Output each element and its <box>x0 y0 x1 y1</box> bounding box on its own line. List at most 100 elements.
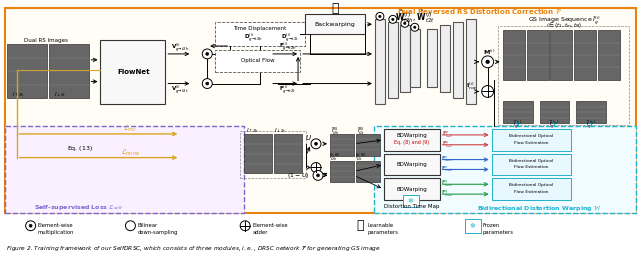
Bar <box>215 50 300 72</box>
Text: Bidirectional Optical: Bidirectional Optical <box>509 159 554 163</box>
Bar <box>403 195 419 207</box>
Circle shape <box>314 142 317 145</box>
Circle shape <box>486 60 490 64</box>
Circle shape <box>389 15 397 23</box>
Circle shape <box>240 221 250 231</box>
Text: $\mathbf{F}^p_{t\!\to\! e}$: $\mathbf{F}^p_{t\!\to\! e}$ <box>442 130 454 140</box>
Text: FlowNet: FlowNet <box>117 69 150 75</box>
Text: $I_{\uparrow 2h}$: $I_{\uparrow 2h}$ <box>246 127 259 135</box>
Bar <box>577 101 606 123</box>
Text: Figure 2. Training framework of our SelfDRSC, which consists of three modules, $: Figure 2. Training framework of our Self… <box>6 244 381 253</box>
Bar <box>375 19 385 104</box>
Text: GS Image Sequence $\hat{I}^{(i)}_{g}$: GS Image Sequence $\hat{I}^{(i)}_{g}$ <box>528 14 601 27</box>
Bar <box>384 178 440 200</box>
Text: Dual RS Images: Dual RS Images <box>24 38 68 43</box>
Text: $\hat{I}^{n,RS}_{t2t}$: $\hat{I}^{n,RS}_{t2t}$ <box>355 152 367 163</box>
Circle shape <box>482 86 493 97</box>
Bar <box>374 126 636 213</box>
Bar <box>330 134 354 156</box>
Text: $\mathbf{D}^{(i)}_{g\!\to\! t2t}$: $\mathbf{D}^{(i)}_{g\!\to\! t2t}$ <box>281 32 299 44</box>
Text: 🔥: 🔥 <box>356 219 364 232</box>
Bar <box>244 134 272 173</box>
Text: $\hat{I}^{(t_M)}_{g}$: $\hat{I}^{(t_M)}_{g}$ <box>586 119 596 131</box>
Bar <box>550 30 572 80</box>
Text: Learnable: Learnable <box>368 223 394 228</box>
Bar <box>502 30 525 80</box>
Bar <box>49 44 88 98</box>
Text: $\hat{I}^{(t_1)}_{g}$: $\hat{I}^{(t_1)}_{g}$ <box>513 119 522 131</box>
Text: $I_{\uparrow 2h}$: $I_{\uparrow 2h}$ <box>12 90 25 99</box>
Circle shape <box>317 174 319 177</box>
Text: Dual Reversed RS Distortion Correction $\mathcal{F}$: Dual Reversed RS Distortion Correction $… <box>397 7 562 16</box>
Bar <box>440 25 450 92</box>
Text: ❄: ❄ <box>470 223 476 229</box>
Circle shape <box>125 221 136 231</box>
Text: $\mathbf{F}^n_{t\!\to\! m}$: $\mathbf{F}^n_{t\!\to\! m}$ <box>442 155 454 164</box>
Circle shape <box>392 18 394 21</box>
Text: Bidirectional Optical: Bidirectional Optical <box>509 183 554 187</box>
Text: $I_{\downarrow 2t}$: $I_{\downarrow 2t}$ <box>274 127 286 135</box>
Circle shape <box>413 26 416 28</box>
Circle shape <box>376 13 384 20</box>
Text: Bilinear: Bilinear <box>138 223 157 228</box>
Bar <box>100 40 165 104</box>
Circle shape <box>29 224 32 227</box>
Text: $\mathbf{D}^{(i)}_{g\!\to\! t2h}$: $\mathbf{D}^{(i)}_{g\!\to\! t2h}$ <box>244 32 262 44</box>
Bar <box>305 14 365 34</box>
Text: $\mathcal{L}_{mine}$: $\mathcal{L}_{mine}$ <box>121 147 140 158</box>
Bar <box>330 161 354 182</box>
Text: $\mathbf{F}^q_{m\!\to\! t}$: $\mathbf{F}^q_{m\!\to\! t}$ <box>441 189 454 199</box>
Circle shape <box>26 221 36 231</box>
Text: Time Displacement: Time Displacement <box>234 26 287 31</box>
Bar <box>384 129 440 151</box>
Bar <box>527 30 548 80</box>
Bar <box>502 101 532 123</box>
Text: Distortion Time Map: Distortion Time Map <box>384 204 440 210</box>
Bar <box>4 126 244 213</box>
Text: Eq. (8) and (9): Eq. (8) and (9) <box>394 140 429 145</box>
Circle shape <box>202 79 212 88</box>
Circle shape <box>205 82 209 85</box>
Bar <box>492 154 572 175</box>
Bar <box>215 22 305 46</box>
Text: $U$: $U$ <box>305 133 312 142</box>
Bar <box>492 178 572 200</box>
Text: $\mathbf{I}^{(i)}_{rca}$: $\mathbf{I}^{(i)}_{rca}$ <box>466 81 477 92</box>
Text: parameters: parameters <box>368 230 399 235</box>
Bar <box>6 44 47 98</box>
Circle shape <box>205 52 209 55</box>
Bar <box>356 134 380 156</box>
Circle shape <box>311 163 321 173</box>
Text: parameters: parameters <box>483 230 514 235</box>
Text: $\hat{\mathbf{W}}^{(i)}_{t2h}, \hat{\mathbf{W}}^{(i)}_{t2t}$: $\hat{\mathbf{W}}^{(i)}_{t2h}, \hat{\mat… <box>395 8 435 25</box>
Text: $\hat{I}^{(t_m)}_{g}$: $\hat{I}^{(t_m)}_{g}$ <box>549 119 560 131</box>
Text: $I_{\downarrow 2t}$: $I_{\downarrow 2t}$ <box>54 90 67 98</box>
Bar <box>498 26 629 125</box>
Text: $\mathbf{M}^{(i)}$: $\mathbf{M}^{(i)}$ <box>483 47 496 57</box>
Bar <box>4 8 636 213</box>
Text: Frozen: Frozen <box>483 223 500 228</box>
Bar <box>356 161 380 182</box>
Text: ❄: ❄ <box>408 198 413 204</box>
Text: Element-wise: Element-wise <box>38 223 73 228</box>
Bar <box>384 154 440 175</box>
Bar <box>410 29 420 86</box>
Text: Self-supervised Loss $\mathcal{L}_{self}$: Self-supervised Loss $\mathcal{L}_{self}… <box>34 204 124 212</box>
Text: $\hat{I}^{n,RS}_{t2h}$: $\hat{I}^{n,RS}_{t2h}$ <box>329 152 341 163</box>
Text: Optical Flow: Optical Flow <box>241 58 275 63</box>
Text: $\mathbf{F}^n_{m\!\to\! t}$: $\mathbf{F}^n_{m\!\to\! t}$ <box>441 164 454 174</box>
Text: Bidirectional Distortion Warping $\mathcal{W}$: Bidirectional Distortion Warping $\mathc… <box>477 203 602 213</box>
Bar <box>465 219 481 233</box>
Bar <box>466 19 476 104</box>
Circle shape <box>379 15 381 17</box>
Text: down-sampling: down-sampling <box>138 230 178 235</box>
Circle shape <box>411 23 419 31</box>
Bar <box>427 29 436 86</box>
Bar <box>575 30 596 80</box>
Text: Flow Estimation: Flow Estimation <box>515 190 548 194</box>
Bar <box>240 131 306 178</box>
Circle shape <box>404 22 406 25</box>
Circle shape <box>313 170 323 180</box>
Text: $\mathbf{F}^q_{t\!\to\! m}$: $\mathbf{F}^q_{t\!\to\! m}$ <box>442 179 454 189</box>
Circle shape <box>202 49 212 59</box>
